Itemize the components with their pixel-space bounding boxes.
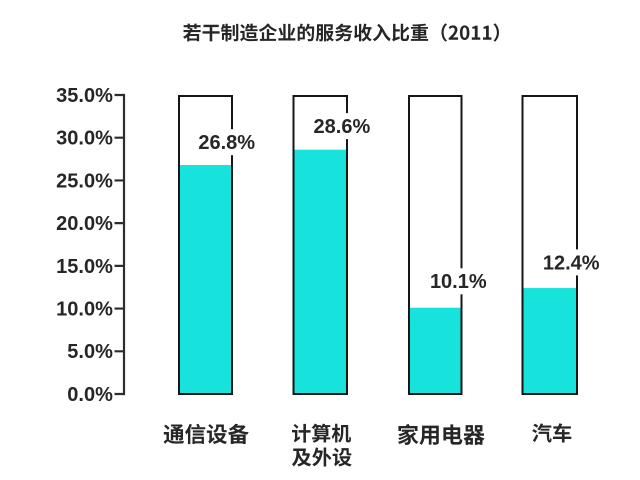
svg-text:15.0%: 15.0%: [56, 256, 113, 278]
svg-text:10.1%: 10.1%: [430, 271, 487, 293]
svg-text:10.0%: 10.0%: [56, 298, 113, 320]
svg-text:25.0%: 25.0%: [56, 170, 113, 192]
svg-text:5.0%: 5.0%: [67, 341, 113, 363]
svg-text:26.8%: 26.8%: [198, 132, 255, 154]
svg-text:28.6%: 28.6%: [314, 116, 371, 138]
svg-text:0.0%: 0.0%: [67, 384, 113, 406]
svg-text:35.0%: 35.0%: [56, 85, 113, 107]
svg-text:12.4%: 12.4%: [543, 252, 600, 274]
svg-text:20.0%: 20.0%: [56, 213, 113, 235]
svg-text:30.0%: 30.0%: [56, 128, 113, 150]
